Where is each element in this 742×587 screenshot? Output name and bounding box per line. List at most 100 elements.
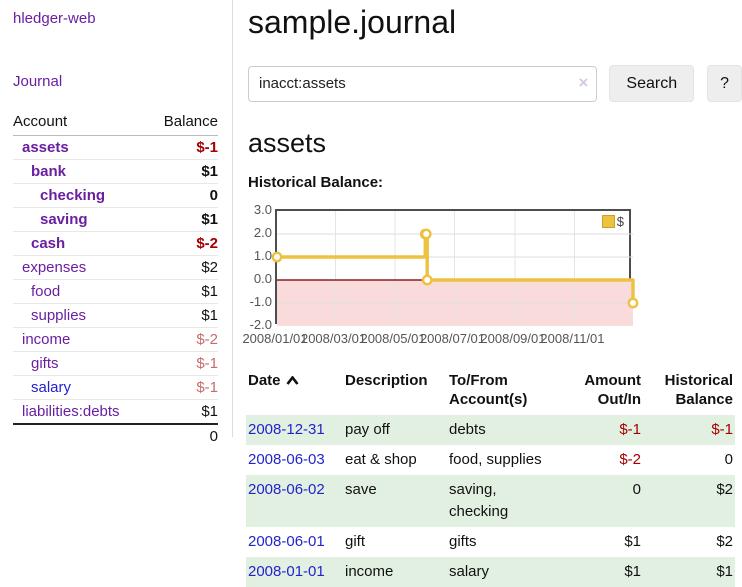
- register-row: 2008-12-31 pay off debts $-1 $-1: [246, 415, 735, 445]
- account-link[interactable]: gifts: [31, 355, 59, 372]
- transaction-description: gift: [345, 533, 366, 550]
- y-axis-tick-label: 2.0: [253, 225, 272, 240]
- account-balance: $1: [148, 207, 218, 232]
- x-axis-tick-label: 2008/11/01: [540, 331, 605, 346]
- register-body: 2008-12-31 pay off debts $-1 $-1 2008-06-03 ea…: [246, 415, 735, 587]
- account-row: food $1: [13, 279, 218, 304]
- register-table: Date Description To/From Account(s) Amou…: [246, 369, 735, 587]
- transaction-description: pay off: [345, 421, 390, 438]
- account-link[interactable]: assets: [22, 139, 69, 156]
- account-link[interactable]: income: [22, 331, 71, 348]
- transaction-balance: $2: [716, 481, 733, 498]
- brand-link[interactable]: hledger-web: [13, 10, 96, 27]
- transaction-date-link[interactable]: 2008-06-02: [248, 481, 325, 498]
- account-balance: $-1: [148, 375, 218, 400]
- sidebar-item-journal[interactable]: Journal: [13, 73, 63, 90]
- chart-label: Historical Balance:: [248, 174, 384, 191]
- y-axis-tick-label: -2.0: [249, 317, 272, 332]
- transaction-accounts: saving, checking: [449, 481, 509, 520]
- transaction-description: income: [345, 563, 394, 580]
- account-balance: $1: [148, 279, 218, 304]
- column-header-amount: Amount Out/In: [584, 372, 641, 408]
- account-link[interactable]: supplies: [31, 307, 87, 324]
- register-row: 2008-06-01 gift gifts $1 $2: [246, 527, 735, 557]
- account-row: checking 0: [13, 183, 218, 208]
- account-link[interactable]: cash: [31, 235, 66, 252]
- transaction-balance: $2: [716, 533, 733, 550]
- transaction-amount: $-1: [619, 421, 641, 438]
- chart-canvas: [271, 211, 639, 326]
- account-row: income $-2: [13, 327, 218, 352]
- transaction-amount: 0: [632, 481, 641, 498]
- account-balance: $1: [148, 399, 218, 424]
- chart-legend: $: [601, 214, 624, 229]
- legend-label: $: [616, 214, 624, 229]
- transaction-balance: 0: [724, 451, 733, 468]
- account-link[interactable]: food: [31, 283, 61, 300]
- clear-search-icon[interactable]: ×: [578, 72, 589, 92]
- transaction-balance: $1: [716, 563, 733, 580]
- search-button[interactable]: Search: [609, 65, 695, 102]
- account-balance: $2: [148, 255, 218, 280]
- account-link[interactable]: salary: [31, 379, 72, 396]
- account-tree-body: assets $-1 bank $1 checking 0 saving $1 cash $-2 e…: [13, 136, 218, 448]
- x-axis-tick-label: 2008/09/01: [480, 331, 546, 346]
- account-link[interactable]: checking: [40, 187, 106, 204]
- account-row: gifts $-1: [13, 351, 218, 376]
- transaction-amount: $1: [624, 563, 641, 580]
- account-link[interactable]: expenses: [22, 259, 87, 276]
- account-row: supplies $1: [13, 303, 218, 328]
- search-form: × Search ?: [248, 65, 742, 102]
- transaction-date-link[interactable]: 2008-06-03: [248, 451, 325, 468]
- account-row: cash $-2: [13, 231, 218, 256]
- account-link[interactable]: saving: [40, 211, 88, 228]
- balance-chart: $ 3.0 2.0 1.0 0.0 -1.0 -2.0 2008/01/01 2008/03/…: [242, 203, 742, 347]
- chart-plot-area: $: [271, 209, 639, 326]
- accounts-total-row: 0: [13, 423, 218, 448]
- account-tree: Account Balance assets $-1 bank $1 checking 0…: [13, 111, 218, 448]
- transaction-balance: $-1: [711, 421, 733, 438]
- transaction-date-link[interactable]: 2008-12-31: [248, 421, 325, 438]
- x-axis-tick-label: 2008/07/01: [419, 331, 486, 346]
- account-balance: $1: [148, 303, 218, 328]
- account-row: assets $-1: [13, 136, 218, 160]
- column-header-description: Description: [345, 372, 428, 389]
- transaction-description: save: [345, 481, 377, 498]
- transaction-accounts: food, supplies: [449, 451, 542, 468]
- account-page-title: assets: [248, 128, 327, 158]
- account-row: bank $1: [13, 159, 218, 184]
- register-row: 2008-06-03 eat & shop food, supplies $-2 0: [246, 445, 735, 475]
- account-balance: $-1: [196, 139, 218, 156]
- sort-ascending-icon: [285, 371, 299, 390]
- x-axis-tick-label: 2008/01/01: [242, 331, 308, 346]
- account-row: expenses $2: [13, 255, 218, 280]
- x-axis-tick-label: 2008/05/01: [360, 331, 426, 346]
- account-row: liabilities:debts $1: [13, 399, 218, 424]
- account-balance: $-1: [148, 351, 218, 376]
- transaction-amount: $1: [624, 533, 641, 550]
- account-balance: $1: [148, 159, 218, 184]
- x-axis-tick-label: 2008/03/01: [300, 331, 367, 346]
- column-header-date[interactable]: Date: [246, 369, 343, 415]
- transaction-date-link[interactable]: 2008-01-01: [248, 563, 325, 580]
- account-link[interactable]: bank: [31, 163, 67, 180]
- search-input[interactable]: [248, 65, 598, 102]
- sidebar: hledger-web Journal Account Balance asse…: [0, 0, 233, 448]
- y-axis-tick-label: -1.0: [249, 294, 272, 309]
- account-balance: $-2: [148, 327, 218, 352]
- account-balance: $-2: [148, 231, 218, 256]
- register-row: 2008-01-01 income salary $1 $1: [246, 557, 735, 587]
- account-link[interactable]: liabilities:debts: [22, 403, 120, 420]
- column-header-accounts: To/From Account(s): [449, 372, 528, 408]
- balance-column-header: Balance: [148, 111, 218, 136]
- help-button[interactable]: ?: [707, 65, 742, 102]
- account-balance: 0: [148, 183, 218, 208]
- y-axis-tick-label: 1.0: [253, 248, 272, 263]
- account-row: saving $1: [13, 207, 218, 232]
- transaction-accounts: debts: [449, 421, 486, 438]
- transaction-description: eat & shop: [345, 451, 417, 468]
- transaction-date-link[interactable]: 2008-06-01: [248, 533, 325, 550]
- transaction-accounts: salary: [449, 563, 490, 580]
- register-row: 2008-06-02 save saving, checking 0 $2: [246, 475, 735, 527]
- main-content: sample.journal × Search ? assets Histori…: [242, 0, 742, 587]
